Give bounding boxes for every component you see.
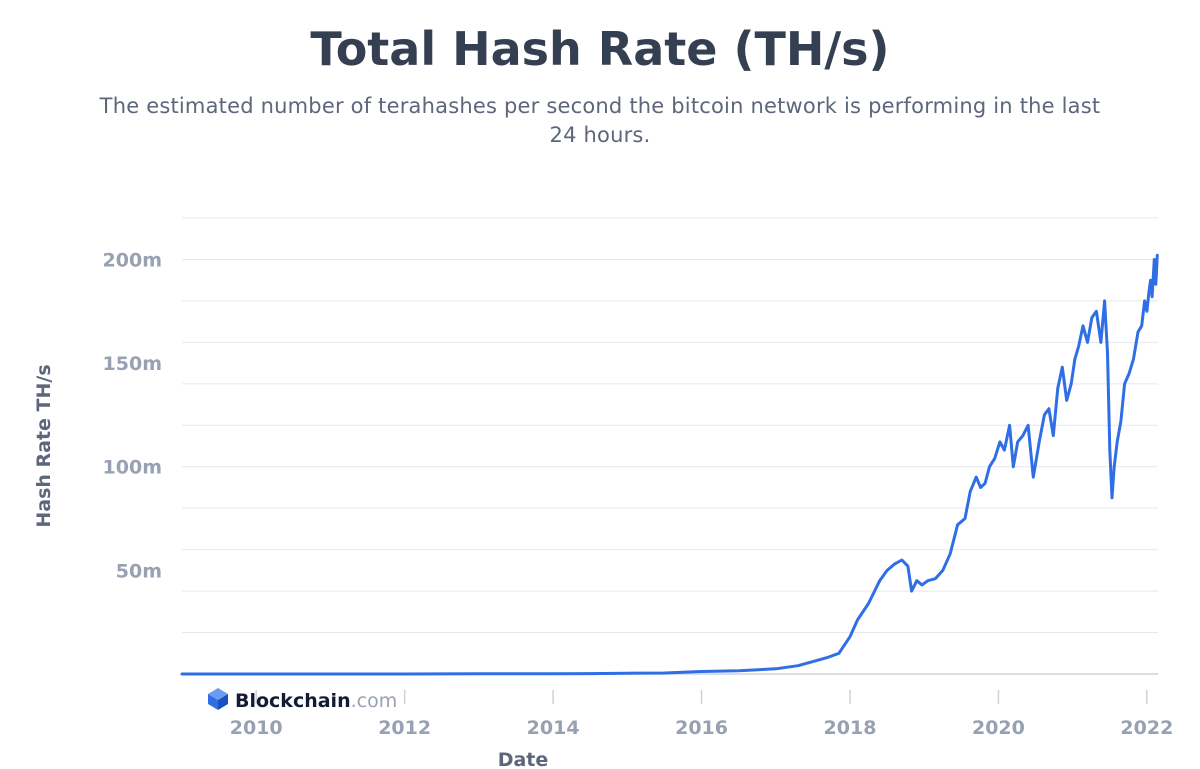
y-axis-title: Hash Rate TH/s [33,364,55,527]
chart-subtitle: The estimated number of terahashes per s… [99,94,1101,147]
x-tick-label: 2010 [230,717,283,739]
x-tick-label: 2012 [378,717,431,739]
y-tick-label: 100m [103,457,162,479]
x-tick-label: 2014 [527,717,580,739]
chart-title: Total Hash Rate (TH/s) [310,22,890,76]
svg-text:Blockchain.com: Blockchain.com [235,690,397,712]
y-tick-label: 150m [103,353,162,375]
grid-lines [182,217,1158,634]
hash-rate-line [180,253,1159,676]
x-tick-label: 2022 [1120,717,1173,739]
blockchain-logo: Blockchain.com [208,688,397,712]
brand-name: Blockchain [235,690,351,712]
y-tick-label: 200m [103,249,162,271]
y-axis: 50m 100m 150m 200m [103,249,162,582]
y-tick-label: 50m [116,560,162,582]
x-axis-labels: 2010 2012 2014 2016 2018 2020 2022 [230,717,1174,739]
brand-suffix: .com [351,690,398,712]
blockchain-cube-icon [208,688,228,710]
x-tick-label: 2016 [675,717,728,739]
x-axis-title: Date [498,749,549,769]
x-tick-label: 2020 [972,717,1025,739]
x-tick-label: 2018 [824,717,877,739]
